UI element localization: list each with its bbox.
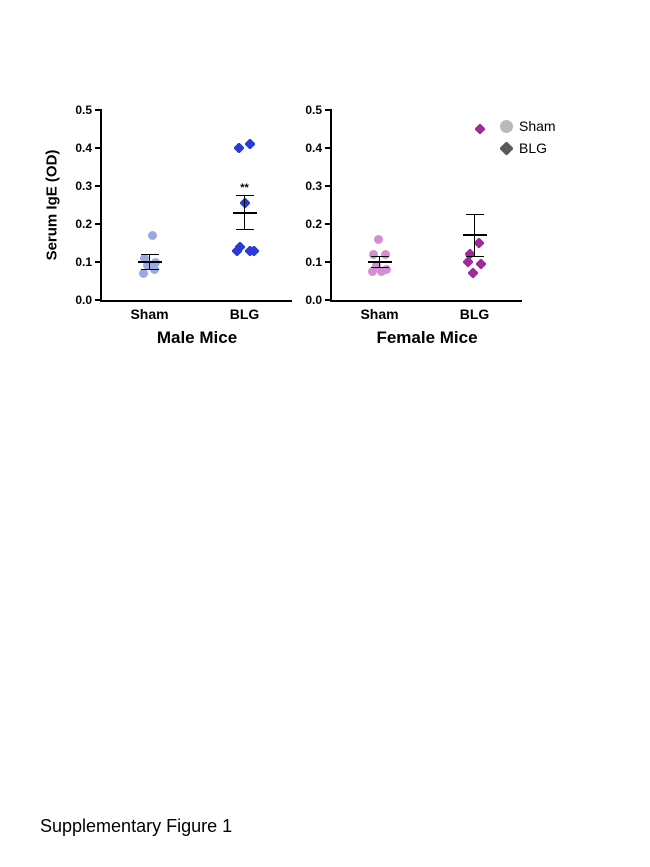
- y-tick-label: 0.4: [75, 141, 102, 155]
- x-tick-label: Sham: [130, 300, 168, 322]
- x-tick-label: BLG: [460, 300, 490, 322]
- panel-title: Female Mice: [332, 328, 522, 348]
- mean-line: [463, 234, 487, 236]
- figure-caption: Supplementary Figure 1: [40, 816, 232, 837]
- error-cap: [466, 256, 484, 258]
- error-cap: [236, 195, 254, 197]
- mean-line: [138, 261, 162, 263]
- legend-label: BLG: [513, 140, 547, 156]
- y-axis-label: Serum IgE (OD): [44, 150, 61, 261]
- diamond-icon: [500, 142, 513, 155]
- data-point: [374, 235, 383, 244]
- data-point: [148, 231, 157, 240]
- data-point: [249, 246, 259, 256]
- legend-item-sham: Sham: [500, 115, 556, 137]
- plot-box: Serum IgE (OD) Male Mice 0.00.10.20.30.4…: [100, 110, 292, 302]
- x-tick-label: Sham: [360, 300, 398, 322]
- y-tick-label: 0.1: [75, 255, 102, 269]
- y-tick-label: 0.0: [75, 293, 102, 307]
- y-tick-label: 0.2: [75, 217, 102, 231]
- y-tick-label: 0.3: [305, 179, 332, 193]
- significance-label: **: [240, 182, 249, 194]
- data-point: [475, 124, 485, 134]
- mean-line: [368, 261, 392, 263]
- data-point: [463, 257, 473, 267]
- y-tick-label: 0.3: [75, 179, 102, 193]
- y-tick-label: 0.2: [305, 217, 332, 231]
- data-point: [468, 268, 478, 278]
- panel-male-mice: Serum IgE (OD) Male Mice 0.00.10.20.30.4…: [100, 110, 292, 302]
- data-point: [474, 238, 484, 248]
- mean-line: [233, 212, 257, 214]
- y-tick-label: 0.5: [75, 103, 102, 117]
- data-point: [476, 259, 486, 269]
- data-point: [234, 143, 244, 153]
- y-tick-label: 0.0: [305, 293, 332, 307]
- error-cap: [466, 214, 484, 216]
- y-tick-label: 0.5: [305, 103, 332, 117]
- legend-label: Sham: [513, 118, 556, 134]
- x-tick-label: BLG: [230, 300, 260, 322]
- circle-icon: [500, 120, 513, 133]
- error-cap: [236, 229, 254, 231]
- y-tick-label: 0.1: [305, 255, 332, 269]
- error-cap: [371, 256, 389, 258]
- data-point: [232, 246, 242, 256]
- panel-female-mice: Female Mice 0.00.10.20.30.40.5ShamBLG: [330, 110, 522, 302]
- legend: Sham BLG: [500, 115, 556, 159]
- data-point: [381, 250, 390, 259]
- panel-title: Male Mice: [102, 328, 292, 348]
- error-cap: [141, 254, 159, 256]
- data-point: [245, 139, 255, 149]
- error-cap: [141, 269, 159, 271]
- y-tick-label: 0.4: [305, 141, 332, 155]
- data-point: [369, 250, 378, 259]
- legend-item-blg: BLG: [500, 137, 556, 159]
- plot-box: Female Mice 0.00.10.20.30.40.5ShamBLG: [330, 110, 522, 302]
- error-cap: [371, 267, 389, 269]
